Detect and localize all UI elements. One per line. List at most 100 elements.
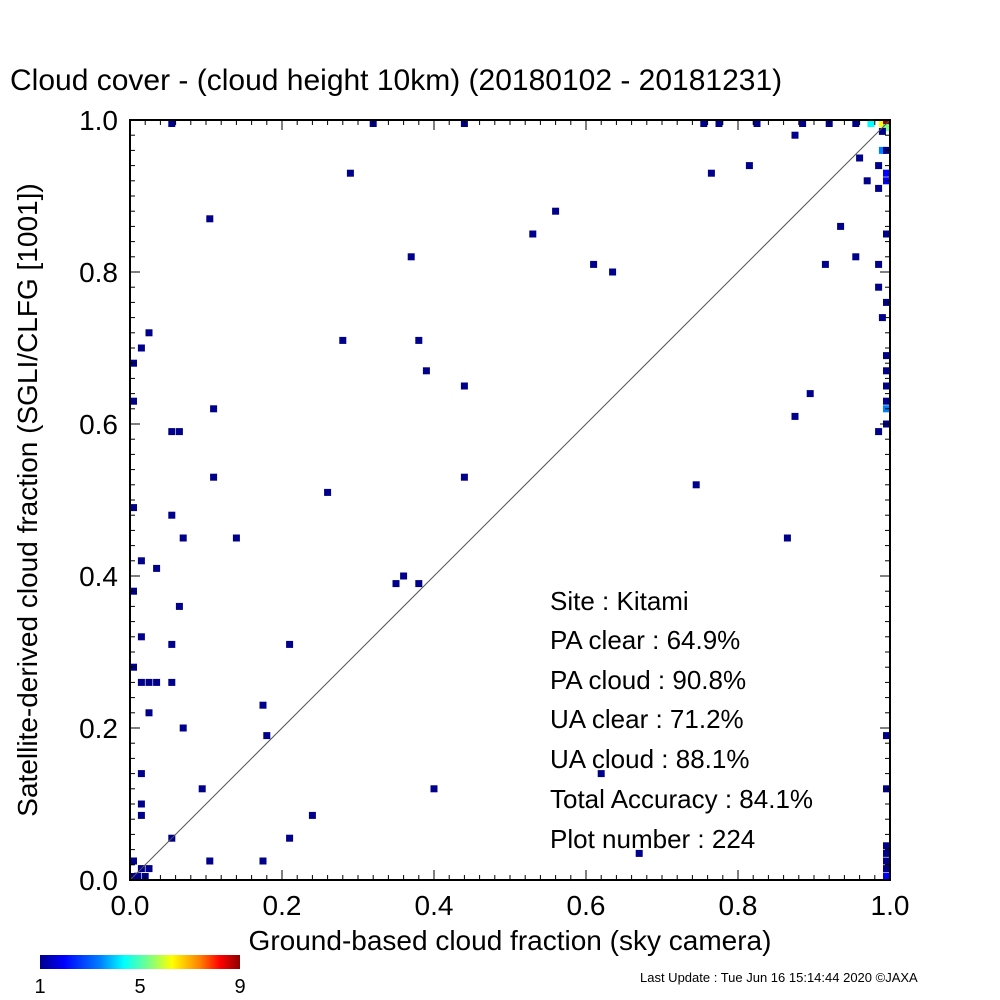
data-cell bbox=[137, 678, 145, 686]
data-cell bbox=[168, 678, 176, 686]
data-cell bbox=[875, 260, 883, 268]
data-cell bbox=[852, 253, 860, 261]
data-cell bbox=[783, 534, 791, 542]
y-tick-label: 1.0 bbox=[79, 105, 118, 136]
data-cell bbox=[883, 857, 890, 865]
data-cell bbox=[883, 865, 890, 873]
stat-pa-clear: PA clear : 64.9% bbox=[550, 625, 740, 655]
data-cell bbox=[883, 842, 890, 850]
x-tick-label: 0.0 bbox=[111, 890, 150, 921]
data-cell bbox=[875, 283, 883, 291]
data-cell bbox=[153, 564, 161, 572]
data-cell bbox=[137, 344, 145, 352]
data-cell bbox=[168, 120, 176, 127]
x-tick-label: 0.2 bbox=[263, 890, 302, 921]
data-cell bbox=[415, 336, 423, 344]
data-cell bbox=[635, 849, 643, 857]
axis-ticks bbox=[129, 119, 891, 881]
x-tick-label: 1.0 bbox=[871, 890, 910, 921]
stat-site: Site : Kitami bbox=[550, 586, 689, 616]
data-cell bbox=[460, 473, 468, 481]
data-cell bbox=[791, 131, 799, 139]
data-cell bbox=[883, 382, 890, 390]
data-cell bbox=[422, 367, 430, 375]
stats-box: Site : Kitami PA clear : 64.9% PA cloud … bbox=[550, 586, 813, 854]
footer-last-update: Last Update : Tue Jun 16 15:14:44 2020 ©… bbox=[640, 970, 918, 985]
data-cell bbox=[821, 260, 829, 268]
data-cell bbox=[145, 329, 153, 337]
data-cell bbox=[179, 534, 187, 542]
data-cell bbox=[168, 640, 176, 648]
data-cell bbox=[878, 120, 886, 127]
data-cell bbox=[324, 488, 332, 496]
data-cell bbox=[259, 857, 267, 865]
data-cell bbox=[430, 785, 438, 793]
data-cell bbox=[175, 602, 183, 610]
y-tick-label: 0.6 bbox=[79, 409, 118, 440]
stat-total-accuracy: Total Accuracy : 84.1% bbox=[550, 784, 813, 814]
data-cell bbox=[700, 120, 708, 127]
data-cell bbox=[791, 412, 799, 420]
data-cell bbox=[837, 222, 845, 230]
stat-ua-clear: UA clear : 71.2% bbox=[550, 704, 744, 734]
data-cell bbox=[259, 701, 267, 709]
data-cell bbox=[878, 146, 886, 154]
data-cell bbox=[867, 120, 875, 127]
data-cell bbox=[210, 473, 218, 481]
data-cell bbox=[168, 428, 176, 436]
data-cell bbox=[392, 580, 400, 588]
data-cell bbox=[137, 800, 145, 808]
stat-ua-cloud: UA cloud : 88.1% bbox=[550, 744, 749, 774]
colorbar-tick-label: 1 bbox=[34, 976, 45, 998]
data-cell bbox=[883, 732, 890, 740]
data-cell bbox=[883, 230, 890, 238]
y-tick-label: 0.2 bbox=[79, 713, 118, 744]
data-cell bbox=[745, 162, 753, 170]
data-cell bbox=[210, 405, 218, 413]
data-cell bbox=[707, 169, 715, 177]
data-cell bbox=[460, 382, 468, 390]
colorbar-tick-label: 5 bbox=[134, 976, 145, 998]
data-cell bbox=[878, 314, 886, 322]
data-cell bbox=[883, 124, 890, 132]
y-tick-label: 0.0 bbox=[79, 865, 118, 896]
colorbar bbox=[40, 955, 240, 969]
data-cell bbox=[407, 253, 415, 261]
data-cell bbox=[168, 511, 176, 519]
data-cell bbox=[206, 215, 214, 223]
data-cell bbox=[753, 120, 761, 127]
data-cell bbox=[590, 260, 598, 268]
y-tick-label: 0.4 bbox=[79, 561, 118, 592]
data-cell bbox=[799, 120, 807, 127]
data-cell bbox=[179, 724, 187, 732]
data-cell bbox=[875, 184, 883, 192]
data-cell bbox=[137, 557, 145, 565]
data-cell bbox=[878, 127, 886, 135]
data-cell bbox=[198, 785, 206, 793]
data-cell bbox=[145, 678, 153, 686]
data-cell bbox=[552, 207, 560, 215]
data-cells bbox=[130, 120, 890, 880]
x-tick-label: 0.6 bbox=[567, 890, 606, 921]
data-cell bbox=[883, 367, 890, 375]
chart-title: Cloud cover - (cloud height 10km) (20180… bbox=[10, 64, 782, 97]
data-cell bbox=[263, 732, 271, 740]
data-cell bbox=[206, 857, 214, 865]
data-cell bbox=[856, 154, 864, 162]
data-cell bbox=[286, 834, 294, 842]
data-cell bbox=[286, 640, 294, 648]
data-cell bbox=[875, 162, 883, 170]
data-cell bbox=[883, 849, 890, 857]
data-cell bbox=[232, 534, 240, 542]
data-cell bbox=[883, 872, 890, 880]
data-cell bbox=[806, 390, 814, 398]
data-cell bbox=[145, 709, 153, 717]
data-cell bbox=[134, 872, 142, 880]
data-cell bbox=[715, 120, 723, 127]
data-cell bbox=[137, 770, 145, 778]
data-cell bbox=[863, 177, 871, 185]
data-cell bbox=[175, 428, 183, 436]
y-tick-label: 0.8 bbox=[79, 257, 118, 288]
data-cell bbox=[308, 811, 316, 819]
